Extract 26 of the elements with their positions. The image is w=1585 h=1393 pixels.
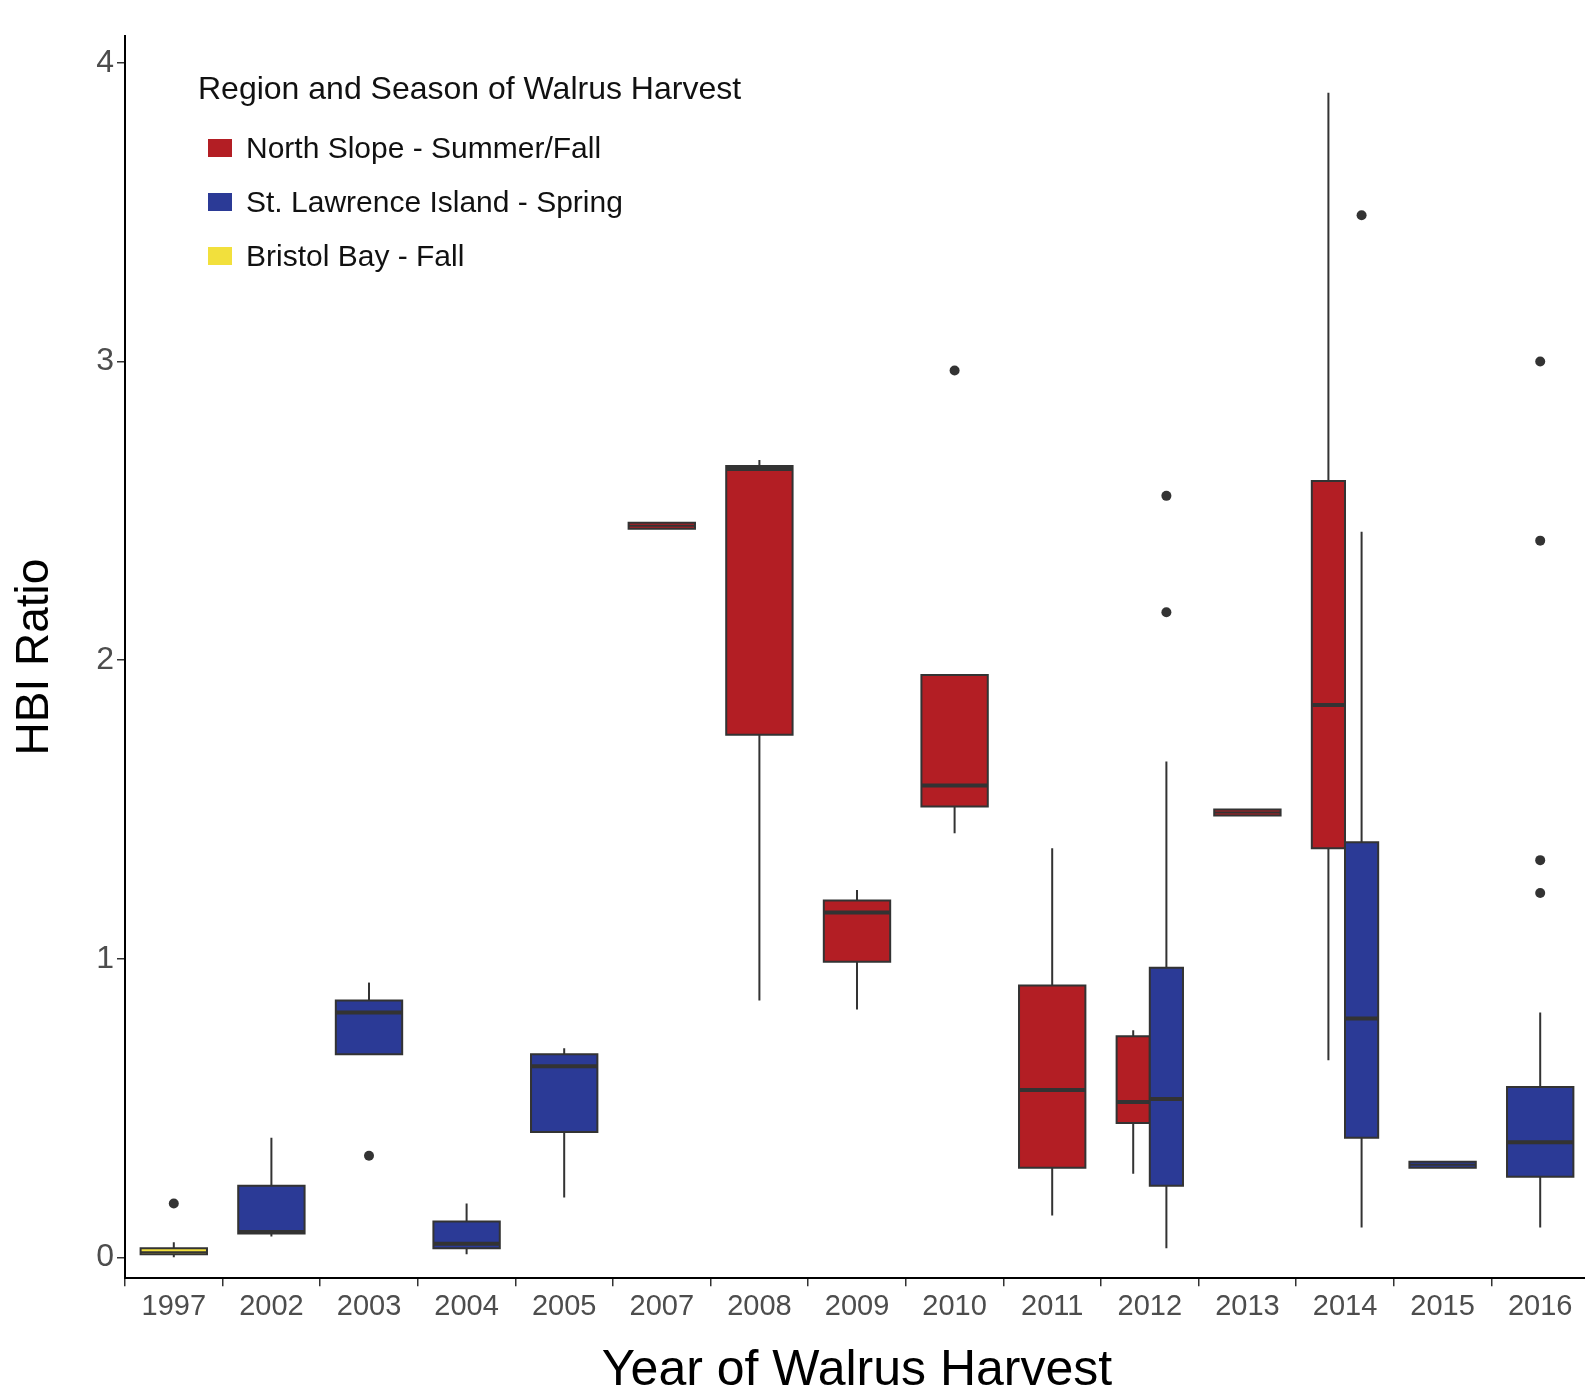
y-tick-label: 4 [96,42,114,79]
y-tick-label: 0 [96,1237,114,1274]
x-tick-label: 2015 [1410,1288,1475,1321]
x-axis-title: Year of Walrus Harvest [601,1339,1113,1393]
x-tick-label: 2002 [239,1288,304,1321]
x-tick-label: 2007 [629,1288,695,1321]
y-axis-title: HBI Ratio [6,558,59,756]
y-tick-label: 2 [96,639,114,676]
x-tick-label: 2014 [1312,1288,1378,1321]
x-tick-label: 2016 [1507,1288,1573,1321]
x-tick-label: 2003 [336,1288,402,1321]
x-tick-label: 2004 [434,1288,499,1321]
x-tick-label: 2008 [727,1288,792,1321]
x-tick-label: 2009 [824,1288,890,1321]
x-tick-label: 2013 [1215,1288,1280,1321]
legend-title: Region and Season of Walrus Harvest [198,70,742,107]
y-tick-label: 1 [96,938,114,975]
x-tick-label: 2012 [1117,1288,1183,1321]
legend-label: North Slope - Summer/Fall [246,131,602,165]
legend-label: St. Lawrence Island - Spring [246,185,623,219]
y-tick-label: 3 [96,341,114,378]
x-tick-label: 2011 [1021,1288,1084,1321]
x-tick-label: 2010 [922,1288,987,1321]
x-tick-label: 2005 [531,1288,597,1321]
x-tick-label: 1997 [141,1288,207,1321]
legend-label: Bristol Bay - Fall [246,239,465,273]
